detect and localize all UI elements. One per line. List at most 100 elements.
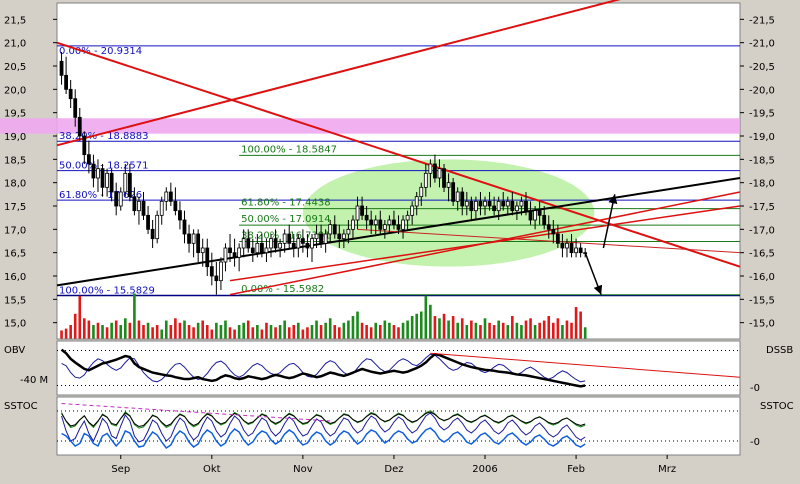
volume-bar	[497, 320, 500, 339]
volume-bar	[219, 325, 223, 339]
candle-body	[505, 200, 510, 207]
fib-level-label: 50.00% - 18.2571	[59, 161, 148, 172]
candle-body	[542, 214, 547, 226]
price-axis-label-left: 15,5	[4, 295, 26, 306]
trend-line	[56, 41, 741, 268]
candle-body	[487, 200, 492, 207]
volume-bar	[278, 325, 282, 339]
volume-bar	[415, 313, 419, 339]
candle-body	[127, 172, 132, 198]
candle-body	[387, 219, 392, 226]
candle-body	[560, 242, 565, 249]
price-axis-label-left: 21,0	[4, 39, 26, 50]
x-axis-label: Sep	[111, 464, 130, 475]
volume-bar	[488, 322, 491, 339]
candle-body	[73, 98, 78, 118]
volume-bar	[333, 325, 337, 339]
candle-body	[464, 200, 469, 207]
volume-bar	[269, 325, 273, 339]
candle-body	[351, 219, 355, 230]
fib-level-label: 100.00% - 15.5829	[59, 285, 155, 296]
magenta-zone	[0, 118, 740, 134]
sstoc-right-tick-label: -0	[750, 437, 760, 448]
candle-body	[310, 238, 314, 249]
volume-bar	[515, 322, 519, 339]
price-axis-label-right: -17,0	[749, 225, 775, 236]
candle-body	[114, 191, 119, 207]
volume-bar	[542, 320, 546, 339]
candle-body	[296, 238, 301, 249]
obv-right-tick-label: -0	[750, 383, 760, 394]
candle-body	[269, 238, 273, 249]
candle-body	[100, 168, 105, 188]
candle-body	[146, 214, 150, 230]
volume-bar	[492, 325, 496, 339]
volume-bar	[251, 327, 255, 339]
volume-bar	[529, 318, 532, 339]
candle-body	[237, 247, 242, 258]
volume-bar	[547, 316, 551, 339]
candle-body	[105, 172, 109, 188]
candle-body	[355, 205, 360, 221]
volume-bar	[324, 322, 327, 339]
volume-bar	[205, 325, 209, 339]
volume-bar	[73, 313, 77, 339]
volume-bar	[574, 307, 578, 339]
candle-body	[141, 200, 146, 216]
volume-bar	[383, 320, 387, 339]
sstoc-black-line	[61, 411, 586, 428]
volume-bar	[378, 325, 382, 339]
candle-body	[59, 60, 64, 76]
obv-label: OBV	[4, 345, 25, 356]
price-axis-label-left: 16,0	[4, 272, 26, 283]
candle-body	[528, 210, 533, 221]
volume-bar	[124, 318, 127, 339]
volume-bar	[374, 322, 378, 339]
volume-bar	[583, 327, 587, 339]
candle-body	[64, 74, 69, 90]
volume-bar	[119, 325, 123, 339]
candle-body	[259, 242, 264, 254]
candle-body	[223, 247, 228, 263]
candle-body	[405, 214, 410, 221]
volume-bar	[479, 325, 482, 339]
volume-bar	[187, 325, 191, 339]
candle-body	[332, 224, 337, 235]
volume-bar	[110, 322, 113, 339]
sstoc-k-line	[61, 412, 586, 443]
volume-bar	[160, 329, 164, 339]
candle-body	[137, 200, 141, 212]
volume-bar	[237, 325, 241, 339]
volume-bar	[511, 316, 514, 339]
candle-body	[118, 191, 123, 207]
candle-body	[178, 210, 182, 221]
trend-line	[357, 228, 741, 254]
volume-bar	[342, 322, 346, 339]
candle-body	[460, 191, 465, 207]
volume-bar	[392, 325, 396, 339]
volume-bar	[78, 295, 82, 339]
volume-bar	[128, 322, 132, 339]
volume-bar	[429, 304, 432, 339]
volume-bar	[242, 322, 245, 339]
candle-body	[346, 228, 351, 235]
sstoc-right-label: SSTOC	[760, 401, 794, 412]
candle-body	[173, 200, 178, 212]
candle-body	[510, 200, 515, 212]
volume-bar	[315, 320, 318, 339]
candle-body	[91, 163, 96, 179]
fib-level-label: 0.00% - 20.9314	[59, 46, 142, 57]
candle-body	[474, 200, 478, 212]
volume-bar	[310, 325, 314, 339]
price-axis-label-left: 20,0	[4, 85, 26, 96]
candle-body	[423, 172, 428, 188]
volume-bar	[178, 322, 182, 339]
candle-body	[164, 191, 169, 202]
volume-bar	[460, 318, 464, 339]
fib2-level-label: 61.80% - 17.4438	[241, 198, 330, 209]
price-axis-label-right: -18,5	[749, 155, 775, 166]
volume-bar	[92, 325, 95, 339]
candle-body	[428, 163, 433, 174]
volume-bar	[365, 325, 368, 339]
candle-body	[132, 196, 137, 212]
